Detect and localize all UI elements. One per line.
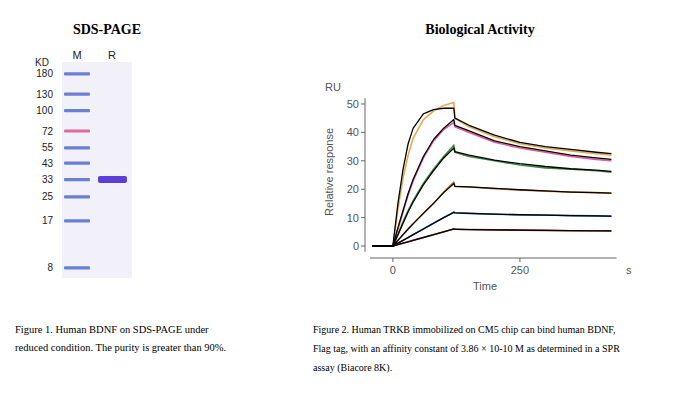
x-tick [519, 258, 520, 262]
gel-title: SDS-PAGE [73, 22, 141, 37]
marker-band [64, 195, 90, 198]
response-curve [373, 103, 612, 246]
marker-label: 130 [36, 89, 53, 100]
gel-panel: SDS-PAGE KD M R 180 130 100 72 55 43 33 25 17 8 Figure… [15, 22, 226, 353]
marker-band [64, 162, 90, 165]
sample-band [98, 176, 127, 183]
response-curve [373, 145, 612, 246]
fit-curve [373, 148, 612, 246]
y-tick-label: 40 [347, 126, 359, 138]
marker-band [64, 109, 90, 112]
marker-label: 33 [42, 174, 54, 185]
marker-band [64, 129, 90, 132]
x-axis [370, 258, 617, 259]
marker-band [64, 72, 90, 75]
marker-label: 180 [36, 68, 53, 79]
marker-label: 43 [42, 158, 54, 169]
fit-curve [373, 213, 612, 247]
caption: Flag tag, with an affinity constant of 3… [313, 343, 620, 354]
y-tick [361, 132, 365, 133]
lane-label: M [72, 49, 81, 61]
lane-label: R [108, 49, 116, 61]
marker-label: 100 [36, 105, 53, 116]
y-tick [361, 160, 365, 161]
y-axis [365, 98, 366, 251]
gel-background [62, 62, 132, 278]
background [0, 0, 697, 395]
y-tick-label: 0 [353, 240, 359, 252]
caption: Figure 1. Human BDNF on SDS-PAGE under [15, 324, 209, 335]
fit-curve [373, 120, 612, 246]
marker-band [64, 146, 90, 149]
fit-curve [373, 108, 612, 246]
marker-label: 72 [42, 126, 54, 137]
fit-curve [373, 184, 612, 247]
gel-unit: KD [35, 57, 49, 68]
x-tick-label: 0 [390, 264, 396, 276]
marker-label: 55 [42, 142, 54, 153]
y-tick [361, 217, 365, 218]
caption: assay (Biacore 8K). [313, 362, 392, 374]
caption: reduced condition. The purity is greater… [15, 342, 226, 353]
chart-title: Biological Activity [425, 22, 534, 37]
curves [373, 103, 612, 246]
marker-band [64, 93, 90, 96]
caption: Figure 2. Human TRKB immobilized on CM5 … [313, 324, 616, 335]
marker-label: 25 [42, 191, 54, 202]
y-tick-label: 10 [347, 212, 359, 224]
y-tick-label: 30 [347, 155, 359, 167]
x-unit: s [626, 264, 632, 276]
spr-chart: Biological Activity 0 10 20 30 40 50 0 250 RU Rela… [313, 22, 632, 374]
marker-label: 8 [47, 262, 53, 273]
x-axis-label: Time [473, 280, 497, 292]
x-tick-label: 250 [511, 264, 529, 276]
y-tick [361, 103, 365, 104]
marker-band [64, 178, 90, 181]
y-tick-label: 20 [347, 183, 359, 195]
y-unit: RU [325, 81, 341, 93]
fit-curve [373, 229, 612, 246]
y-tick [361, 246, 365, 247]
y-tick-label: 50 [347, 98, 359, 110]
page: SDS-PAGEKDMR1801301007255433325178Figure… [0, 0, 697, 395]
marker-band [64, 266, 90, 269]
marker-label: 17 [42, 215, 54, 226]
y-axis-label: Relative response [323, 128, 335, 216]
marker-band [64, 219, 90, 222]
x-tick [392, 258, 393, 262]
y-tick [361, 189, 365, 190]
